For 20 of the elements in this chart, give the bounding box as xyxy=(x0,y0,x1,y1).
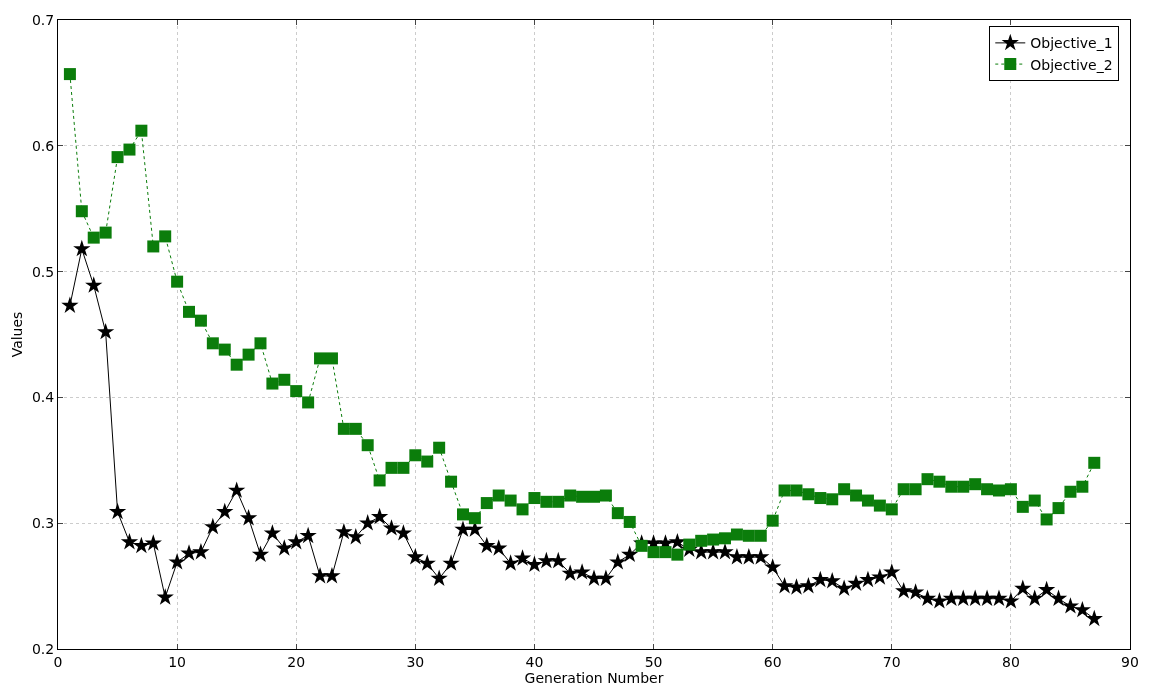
legend-label: Objective_2 xyxy=(1030,56,1113,73)
x-tick-label: 10 xyxy=(168,653,187,670)
x-tick-label: 90 xyxy=(1121,653,1139,670)
x-tick-label: 70 xyxy=(882,653,901,670)
y-tick-label: 0.6 xyxy=(31,137,55,154)
x-tick-label: 80 xyxy=(1001,653,1020,670)
y-tick-label: 0.2 xyxy=(31,640,55,657)
x-tick-label: 20 xyxy=(287,653,306,670)
x-tick-label: 60 xyxy=(763,653,782,670)
y-tick-label: 0.4 xyxy=(31,389,55,406)
y-tick-label: 0.7 xyxy=(31,11,55,28)
y-tick-label: 0.5 xyxy=(31,263,55,280)
y-tick-label: 0.3 xyxy=(31,515,55,532)
y-axis-title: Values xyxy=(8,311,25,358)
x-tick-label: 30 xyxy=(406,653,425,670)
x-tick-label: 50 xyxy=(644,653,663,670)
x-tick-label: 0 xyxy=(53,653,63,670)
x-axis-title: Generation Number xyxy=(524,669,664,686)
x-tick-label: 40 xyxy=(525,653,544,670)
legend-label: Objective_1 xyxy=(1030,35,1113,52)
